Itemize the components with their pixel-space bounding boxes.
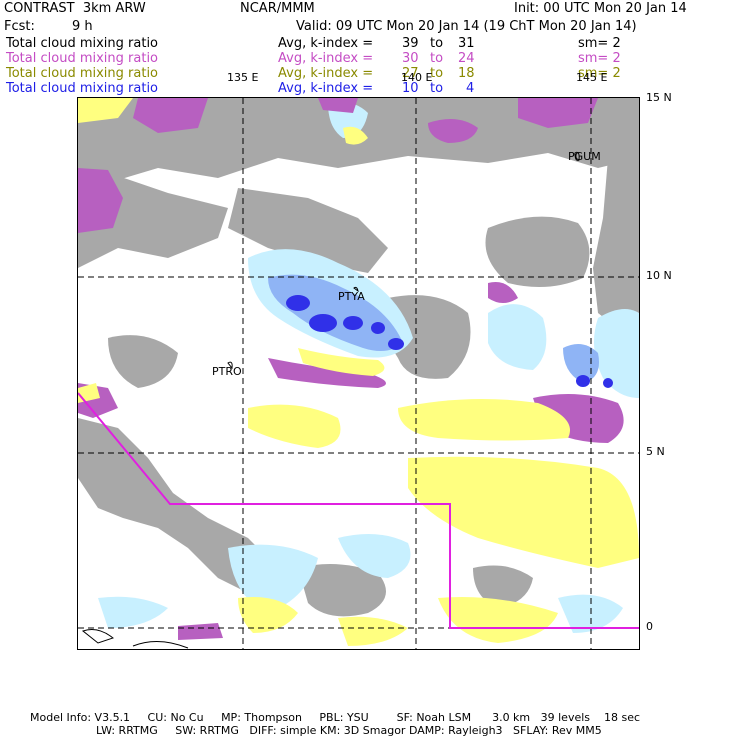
lightblue-cloud-east-1: [488, 304, 547, 370]
gray-cloud-layer: [78, 98, 639, 617]
field-kto-1: 31: [458, 36, 475, 51]
field-kfrom-2: 30: [402, 51, 419, 66]
field-kto-2: 24: [458, 51, 475, 66]
island-palau: [227, 361, 233, 370]
magenta-cloud-n1: [133, 98, 208, 133]
midblue-cloud-ptya: [268, 274, 403, 352]
yellow-cloud-mid: [248, 404, 341, 448]
field-sm-2: sm= 2: [578, 51, 621, 66]
blue-core-6: [576, 375, 590, 387]
model-info-line-2: LW: RRTMG SW: RRTMG DIFF: simple KM: 3D …: [96, 724, 602, 737]
yellow-cloud-east-band: [398, 399, 570, 441]
magenta-cloud-n3: [428, 119, 478, 143]
lon-label-135e: 135 E: [227, 71, 259, 84]
lat-label-0: 0: [646, 620, 653, 633]
magenta-cloud-e2: [488, 282, 518, 303]
field-to-2: to: [430, 51, 444, 66]
blue-core-3: [343, 316, 363, 330]
valid-time: Valid: 09 UTC Mon 20 Jan 14 (19 ChT Mon …: [296, 19, 637, 34]
cloud-field-map: [78, 98, 639, 649]
field-kfrom-1: 39: [402, 36, 419, 51]
blue-core-5: [388, 338, 404, 350]
coast-south: [132, 641, 189, 649]
blue-core-2: [309, 314, 337, 332]
magenta-cloud-s: [178, 623, 223, 640]
field-kfrom-3: 27: [402, 66, 419, 81]
field-sm-1: sm= 2: [578, 36, 621, 51]
lat-label-10n: 10 N: [646, 269, 672, 282]
yellow-cloud-se: [438, 597, 558, 643]
field-name-2: Total cloud mixing ratio: [6, 51, 159, 66]
forecast-label: Fcst:: [4, 19, 35, 34]
field-to-3: to: [430, 66, 444, 81]
lon-label-145e: 145 E: [576, 71, 608, 84]
yellow-cloud-s2: [338, 616, 408, 646]
gray-cloud-southwest: [78, 418, 278, 598]
field-avg-2: Avg, k-index =: [278, 51, 374, 66]
blue-cloud-cores: [286, 295, 613, 388]
station-ptya: PTYA: [338, 290, 365, 303]
magenta-cloud-w1: [78, 168, 123, 233]
yellow-cloud-n: [343, 126, 368, 145]
gray-cloud-west-mid: [108, 335, 178, 388]
midblue-cloud-layer: [268, 274, 599, 383]
field-name-3: Total cloud mixing ratio: [6, 66, 159, 81]
field-avg-3: Avg, k-index =: [278, 66, 374, 81]
lat-label-5n: 5 N: [646, 445, 665, 458]
blue-core-1: [286, 295, 310, 311]
magenta-cloud-n4: [518, 98, 598, 128]
yellow-cloud-w: [78, 383, 100, 403]
lightblue-cloud-south-edge: [98, 596, 168, 628]
yellow-cloud-south: [408, 456, 639, 568]
station-pgum: PGUM: [568, 150, 601, 163]
gray-cloud-south-center: [298, 564, 386, 617]
blue-core-4: [371, 322, 385, 334]
center-title: NCAR/MMM: [240, 1, 315, 16]
coastlines: [81, 151, 580, 649]
field-kto-4: 4: [466, 81, 475, 96]
field-avg-4: Avg, k-index =: [278, 81, 374, 96]
forecast-hour: 9 h: [72, 19, 93, 34]
field-sm-3: sm= 2: [578, 66, 621, 81]
lightblue-cloud-east-2: [594, 309, 639, 398]
lon-label-140e: 140 E: [401, 71, 433, 84]
blue-core-7: [603, 378, 613, 388]
model-info-line-1: Model Info: V3.5.1 CU: No Cu MP: Thompso…: [30, 711, 641, 724]
field-avg-1: Avg, k-index =: [278, 36, 374, 51]
yellow-cloud-layer: [78, 98, 639, 646]
station-ptro: PTRO: [212, 365, 242, 378]
field-to-4: to: [430, 81, 444, 96]
yellow-cloud-nw: [78, 98, 133, 123]
field-name-4: Total cloud mixing ratio: [6, 81, 159, 96]
island-guam: [574, 151, 580, 161]
boundary-line: [78, 392, 639, 629]
map-panel: PGUM PTYA PTRO: [77, 97, 640, 650]
lightblue-cloud-s: [338, 534, 411, 578]
gray-cloud-central: [228, 188, 388, 273]
yellow-cloud-ptya-s: [298, 348, 385, 376]
gray-cloud-ne: [593, 153, 639, 333]
field-name-1: Total cloud mixing ratio: [6, 36, 159, 51]
island-ptya: [353, 286, 359, 293]
gray-cloud-east-blob: [485, 216, 590, 287]
init-time: Init: 00 UTC Mon 20 Jan 14: [514, 1, 687, 16]
lat-label-15n: 15 N: [646, 91, 672, 104]
field-kto-3: 18: [458, 66, 475, 81]
coast-southwest: [81, 629, 115, 644]
model-title: CONTRAST 3km ARW: [4, 1, 146, 16]
gray-cloud-mid-east: [384, 295, 471, 379]
lightblue-cloud-sw: [228, 544, 318, 613]
field-kfrom-4: 10: [402, 81, 419, 96]
magenta-cloud-n2: [318, 98, 358, 113]
field-to-1: to: [430, 36, 444, 51]
graticule: [78, 98, 639, 649]
magenta-cloud-ptya-s: [268, 358, 386, 388]
yellow-cloud-sw: [238, 597, 298, 633]
midblue-cloud-east: [563, 344, 599, 383]
gray-cloud-south-east: [473, 565, 533, 608]
